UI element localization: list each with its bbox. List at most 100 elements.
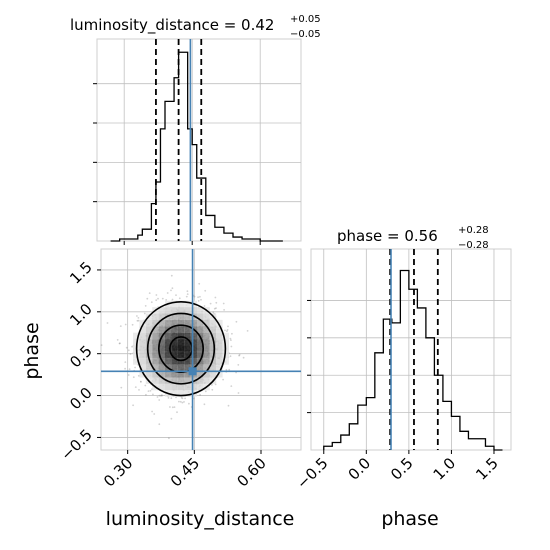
joint-density-cell <box>158 307 165 314</box>
joint-scatter-point <box>222 378 225 381</box>
joint-density-cell <box>171 383 178 391</box>
joint-scatter-point <box>155 294 158 296</box>
joint-density-cell <box>190 339 197 346</box>
joint-density-cell <box>209 364 217 372</box>
joint-scatter-point <box>132 376 135 379</box>
joint-scatter-point <box>204 289 207 292</box>
joint-density-cell <box>197 339 204 346</box>
joint-density-cell <box>158 345 165 352</box>
joint-density-cell <box>152 345 159 352</box>
joint-density-cell <box>177 345 185 352</box>
joint-density-cell <box>165 319 172 327</box>
joint-ytick-label: 0.0 <box>66 384 96 414</box>
joint-density-cell <box>139 332 146 340</box>
joint-scatter-point <box>215 307 217 309</box>
joint-scatter-point <box>186 293 189 295</box>
joint-density-cell <box>184 332 191 340</box>
joint-scatter-point <box>128 368 131 370</box>
joint-scatter-point <box>171 406 174 409</box>
joint-scatter-point <box>226 330 228 333</box>
joint-density-cell <box>184 351 191 359</box>
joint-density-cell <box>171 332 178 340</box>
phase-hist-xtick-label: 1.5 <box>472 454 502 484</box>
joint-density-cell <box>216 345 223 352</box>
joint-density-cell <box>152 351 159 359</box>
joint-scatter-point <box>181 401 184 404</box>
joint-scatter-point <box>215 301 218 304</box>
joint-density-cell <box>203 319 210 327</box>
joint-density-cell <box>158 319 165 327</box>
joint-density-cell <box>222 332 229 340</box>
joint-density-cell <box>216 351 223 359</box>
joint-scatter-point <box>175 396 177 399</box>
joint-density-cell <box>216 358 223 365</box>
joint-density-cell <box>145 319 153 327</box>
joint-scatter-point <box>127 349 130 352</box>
joint-scatter-point <box>171 287 174 290</box>
joint-scatter-point <box>199 295 201 298</box>
joint-ytick-label: 1.0 <box>66 300 96 330</box>
joint-density-cell <box>152 339 159 346</box>
joint-xtick-label: 0.30 <box>100 454 136 490</box>
joint-density-cell <box>197 307 204 314</box>
joint-scatter-point <box>161 394 163 397</box>
lumdist-hist-steps <box>110 51 283 242</box>
lumdist-title-sub: −0.05 <box>290 29 321 40</box>
joint-density-cell <box>216 371 223 378</box>
joint-scatter-point <box>158 394 161 397</box>
joint-scatter-point <box>230 339 232 341</box>
joint-scatter-point <box>242 356 245 359</box>
joint-scatter-point <box>170 417 173 420</box>
joint-scatter-point <box>139 380 142 383</box>
joint-density-cell <box>209 332 217 340</box>
joint-density-cell <box>171 313 178 320</box>
joint-density-cell <box>145 358 153 365</box>
joint-density-cell <box>139 358 146 365</box>
joint-density-cell <box>171 358 178 365</box>
joint-density-cell <box>216 326 223 333</box>
joint-scatter-point <box>229 355 232 358</box>
joint-density-cell <box>133 332 140 340</box>
joint-density-cell <box>203 326 210 333</box>
joint-density-cell <box>203 332 210 340</box>
joint-scatter-point <box>178 400 180 403</box>
joint-scatter-point <box>173 406 176 408</box>
joint-scatter-point <box>161 394 163 396</box>
joint-density-cell <box>165 383 172 391</box>
joint-scatter-point <box>136 319 139 322</box>
joint-scatter-point <box>145 393 147 396</box>
joint-density-cell <box>197 319 204 327</box>
joint-density-cell <box>216 319 223 327</box>
joint-scatter-point <box>159 394 162 397</box>
joint-density-cell <box>158 364 165 372</box>
joint-density-cell <box>177 371 185 378</box>
joint-density-cell <box>145 371 153 378</box>
joint-scatter-point <box>137 317 140 319</box>
joint-scatter-point <box>153 413 156 415</box>
joint-density-cell <box>203 351 210 359</box>
joint-density-cell <box>203 364 210 372</box>
joint-scatter-point <box>151 410 154 413</box>
joint-scatter-point <box>124 361 127 363</box>
joint-scatter-point <box>213 307 216 310</box>
joint-density-cell <box>177 383 185 391</box>
joint-scatter-point <box>100 344 103 346</box>
joint-density-cell <box>190 351 197 359</box>
joint-density-cell <box>177 313 185 320</box>
joint-scatter-point <box>183 401 185 403</box>
joint-scatter-point <box>166 292 169 294</box>
joint-density-cell <box>216 364 223 372</box>
joint-scatter-point <box>124 323 127 326</box>
joint-density-cell <box>171 300 178 308</box>
joint-density-cell <box>197 326 204 333</box>
phase-hist-xtick-label: 0.5 <box>387 454 417 484</box>
joint-density-cell <box>184 313 191 320</box>
joint-density-cell <box>190 345 197 352</box>
joint-density-cell <box>177 300 185 308</box>
joint-scatter-point <box>204 390 207 393</box>
joint-scatter-point <box>132 404 135 407</box>
joint-scatter-point <box>214 296 217 299</box>
joint-density-cell <box>203 358 210 365</box>
joint-ytick-label: 0.5 <box>66 342 96 372</box>
